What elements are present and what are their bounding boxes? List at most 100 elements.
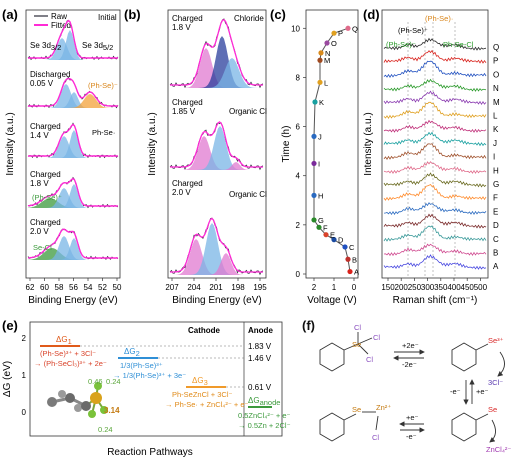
b-xtick: 198 [231, 283, 245, 292]
a-label-2.0v: 2.0 V [30, 227, 49, 236]
b-fitted-trace [170, 121, 263, 168]
a-peak-fill [28, 198, 118, 208]
c-point-label: C [349, 243, 355, 252]
c-point [345, 25, 351, 31]
d-trace-label: H [493, 166, 499, 175]
e-bond-0.24b: 0.24 [98, 425, 113, 434]
e-bond-3.14: 3.14 [104, 406, 120, 415]
e-dg3: ΔG3 [192, 376, 208, 387]
a-peak-se3d52: Se 3d5/2 [82, 41, 113, 52]
c-point [311, 192, 317, 198]
d-trace [383, 90, 487, 105]
a-peak-fill [28, 238, 118, 260]
c-ytick: 8 [296, 73, 301, 82]
panel-e: (e) Cathode Anode 1.83 V 1.46 V 0.61 V Δ… [2, 318, 291, 458]
a-xtick: 60 [40, 283, 49, 292]
d-xtick: 150 [381, 283, 395, 292]
c-point-label: A [354, 268, 359, 277]
b-xtick: 195 [253, 283, 267, 292]
d-xtick: 350 [434, 283, 448, 292]
a-xtick: 56 [69, 283, 78, 292]
d-trace-label: I [493, 153, 495, 162]
e-rxn-2b: → 1/3(Ph-Se)³⁺ + 3e⁻ [113, 371, 186, 380]
d-xtick: 500 [474, 283, 488, 292]
b-peak-fill [170, 36, 264, 88]
e-ytick-0: 0 [22, 408, 27, 417]
panel-c-yticks: 0 2 4 6 8 10 [291, 24, 306, 279]
e-rxn-3a: Ph-SeZnCl + 3Cl⁻ [172, 390, 232, 399]
panel-d-label: (d) [363, 7, 380, 22]
f-zn2plus: Zn²⁺ [376, 403, 391, 412]
panel-a-xticks: 62 60 58 56 54 52 50 [26, 278, 122, 292]
d-trace [383, 202, 487, 216]
d-trace-label: D [493, 221, 499, 230]
e-col-anode: Anode [248, 326, 273, 335]
c-point-label: D [338, 236, 344, 245]
panel-a-label: (a) [2, 7, 18, 22]
a-peak-se3d32: Se 3d3/2 [30, 41, 61, 52]
d-trace [383, 213, 487, 229]
e-bond-0.46: 0.46 [88, 377, 103, 386]
f-cl-4: Cl [372, 433, 379, 442]
c-point-label: K [319, 98, 324, 107]
a-fitted-trace [28, 19, 118, 59]
b-label-2.0v: 2.0 V [172, 188, 191, 197]
f-cl-3: Cl [366, 355, 373, 364]
d-ann-phse-plus: (Ph-Se)⁺ [398, 26, 428, 35]
d-trace [383, 60, 487, 78]
c-point [317, 57, 323, 63]
c-point-label: L [324, 78, 328, 87]
e-dg2: ΔG2 [124, 347, 140, 358]
d-trace [383, 131, 487, 147]
b-peak-fill [170, 253, 264, 275]
a-fitted-trace [27, 228, 118, 259]
f-se-1: Se [352, 340, 361, 349]
d-ann-phse-minus: (Ph-Se)⁻ [386, 40, 416, 49]
b-label-charged-3: Charged [172, 179, 203, 188]
c-point-label: E [330, 231, 335, 240]
d-trace-label: P [493, 57, 498, 66]
a-label-discharged: Discharged [30, 70, 70, 79]
f-3cl-minus: 3Cl⁻ [488, 378, 503, 387]
d-trace [383, 49, 487, 64]
d-trace [383, 183, 487, 201]
c-ytick: 2 [296, 221, 301, 230]
a-ylabel: Intensity (a.u.) [5, 112, 16, 175]
c-point-label: B [352, 255, 357, 264]
f-se-2: Se [352, 405, 361, 414]
c-point [345, 256, 351, 262]
panel-a-spectra [27, 19, 119, 260]
d-ann-phse-radical: (Ph-Se)· [425, 14, 453, 23]
c-point [311, 217, 317, 223]
c-point-label: J [318, 132, 322, 141]
c-ytick: 4 [296, 172, 301, 181]
panel-d: (d) (Ph-Se)⁻ (Ph-Se)⁺ (Ph-Se)· Ph-Se-Cl … [363, 7, 500, 306]
e-ytick-2: 2 [22, 334, 27, 343]
d-trace-label: N [493, 84, 499, 93]
b-ylabel: Intensity (a.u.) [147, 112, 158, 175]
d-xtick: 400 [447, 283, 461, 292]
d-trace [383, 143, 487, 160]
e-rxn-1b: → (Ph-SeCl₃)³⁺ + 2e⁻ [34, 359, 107, 368]
e-molecule-model [47, 382, 108, 418]
b-peak-fill [170, 162, 264, 170]
b-tag-organic-cl-2: Organic Cl [229, 190, 267, 199]
c-point [331, 30, 337, 36]
a-peak-fill [28, 92, 118, 108]
b-xtick: 207 [165, 283, 179, 292]
b-label-1.8v: 1.8 V [172, 23, 191, 32]
f-arrow-label-4: +e⁻ [476, 387, 489, 396]
d-trace [383, 172, 487, 188]
c-point [318, 50, 324, 56]
e-rxn-4a: 0.5ZnCl₄²⁻ + e⁻ [238, 411, 290, 420]
f-cl-2: Cl [373, 333, 380, 342]
a-peak-phse-minus: (Ph-Se)⁻ [88, 81, 118, 90]
panel-a: (a) Raw Fitted Initial Se 3d3/2 Se 3d5/2… [2, 7, 122, 306]
f-arrow-label-1: +2e⁻ [402, 341, 419, 350]
c-point-label: P [338, 29, 343, 38]
e-bond-0.24a: 0.24 [106, 377, 121, 386]
b-peak-fill [170, 239, 264, 275]
panel-c-frame [305, 9, 359, 279]
